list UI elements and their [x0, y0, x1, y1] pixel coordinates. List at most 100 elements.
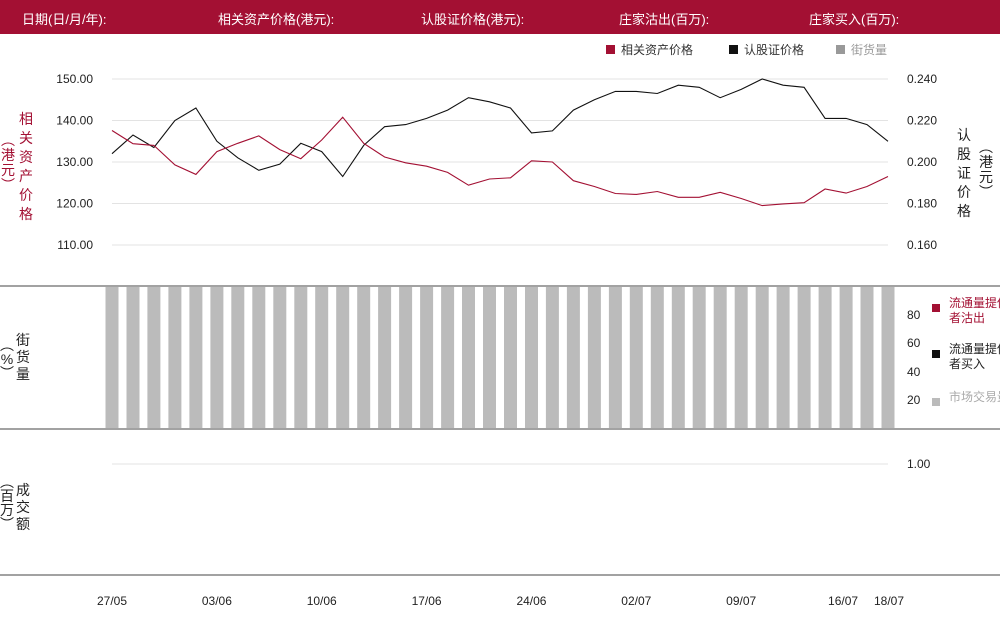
axis-title: ︵% ︶ — [0, 337, 14, 381]
legend-swatch-warrant — [729, 45, 738, 54]
price-gridlines — [112, 78, 888, 246]
x-tick-label: 27/05 — [97, 594, 127, 608]
legend-swatch-market-volume — [836, 45, 845, 54]
volume-legend-label: 流通量提供者买入 — [949, 341, 1000, 371]
market-volume-bar — [126, 287, 140, 428]
market-volume-bar — [336, 287, 350, 428]
right-tick-label: 0.220 — [907, 114, 937, 128]
market-volume-bar — [545, 287, 559, 428]
market-volume-bar — [294, 287, 308, 428]
market-volume-bar — [881, 287, 895, 428]
axis-titles: 相关资产价格 ︵港元︶ 认股证价格 ︵港元︶ 街货量︵% ︶ 成交额︵百万︶ — [0, 111, 993, 532]
volume-legend-swatch — [932, 304, 940, 312]
market-volume-bar — [399, 287, 413, 428]
volume-legend-swatch — [932, 350, 940, 358]
axis-title: 相关资产价格 — [19, 111, 33, 222]
market-volume-bar — [420, 287, 434, 428]
volume-bars — [105, 287, 895, 428]
market-volume-bar — [734, 287, 748, 428]
axis-title: ︵百万︶ — [0, 474, 14, 532]
market-volume-bar — [357, 287, 371, 428]
market-volume-bar — [860, 287, 874, 428]
left-axis-ticks: 150.00 140.00 130.00 120.00 110.00 — [56, 72, 93, 252]
market-volume-bar — [273, 287, 287, 428]
market-volume-bar — [755, 287, 769, 428]
market-volume-bar — [378, 287, 392, 428]
right-tick-label: 0.180 — [907, 197, 937, 211]
market-volume-bar — [231, 287, 245, 428]
turnover-axis-ticks: 1.00 — [907, 457, 931, 471]
x-tick-label: 10/06 — [307, 594, 337, 608]
x-tick-label: 02/07 — [621, 594, 651, 608]
legend-label-underlying: 相关资产价格 — [621, 42, 693, 57]
legend-label-warrant: 认股证价格 — [744, 42, 804, 57]
volume-legend: 流通量提供者沽出流通量提供者买入市场交易量 — [932, 295, 1000, 406]
x-tick-label: 03/06 — [202, 594, 232, 608]
market-volume-bar — [650, 287, 664, 428]
price-lines — [111, 78, 889, 207]
market-volume-bar — [671, 287, 685, 428]
volume-legend-swatch — [932, 398, 940, 406]
axis-title: ︵港元︶ — [1, 132, 15, 193]
left-tick-label: 110.00 — [57, 238, 93, 252]
info-header: 日期(日/月/年): 相关资产价格(港元): 认股证价格(港元): 庄家沽出(百… — [0, 0, 1000, 34]
market-volume-bar — [713, 287, 727, 428]
axis-title: ︵港元︶ — [979, 139, 993, 200]
x-tick-label: 24/06 — [516, 594, 546, 608]
axis-title: 认股证价格 — [957, 127, 971, 219]
market-volume-bar — [441, 287, 455, 428]
left-tick-label: 130.00 — [56, 155, 93, 169]
warrant-price-line — [111, 78, 889, 178]
legend-label-market-volume: 街货量 — [851, 42, 887, 57]
market-volume-bar — [629, 287, 643, 428]
right-tick-label: 0.200 — [907, 155, 937, 169]
market-volume-bar — [587, 287, 601, 428]
legend-swatch-underlying — [606, 45, 615, 54]
market-volume-bar — [839, 287, 853, 428]
market-volume-bar — [797, 287, 811, 428]
x-axis-ticks: 27/05 03/06 10/06 17/06 24/06 02/07 09/07 16/07… — [97, 594, 904, 608]
market-volume-bar — [504, 287, 517, 428]
volume-tick-label: 40 — [907, 365, 921, 379]
header-underlying-price-label: 相关资产价格(港元): — [218, 12, 335, 27]
x-tick-label: 17/06 — [412, 594, 442, 608]
x-tick-label: 16/07 — [828, 594, 858, 608]
market-volume-bar — [566, 287, 580, 428]
right-axis-ticks: 0.240 0.220 0.200 0.180 0.160 — [907, 72, 937, 252]
header-issuer-buy-label: 庄家买入(百万): — [809, 12, 900, 27]
underlying-price-line — [111, 116, 889, 207]
left-tick-label: 140.00 — [56, 114, 93, 128]
left-tick-label: 120.00 — [56, 197, 93, 211]
header-issuer-sell-label: 庄家沽出(百万): — [619, 12, 710, 27]
market-volume-bar — [210, 287, 224, 428]
market-volume-bar — [608, 287, 622, 428]
right-tick-label: 0.240 — [907, 72, 937, 86]
turnover-tick-label: 1.00 — [907, 457, 931, 471]
volume-tick-label: 60 — [907, 336, 921, 350]
axis-title: 街货量 — [16, 332, 30, 382]
header-warrant-price-label: 认股证价格(港元): — [421, 12, 525, 27]
market-volume-bar — [168, 287, 182, 428]
left-tick-label: 150.00 — [56, 72, 93, 86]
market-volume-bar — [252, 287, 266, 428]
x-tick-label: 09/07 — [726, 594, 756, 608]
volume-axis-ticks: 80 60 40 20 — [907, 308, 921, 407]
volume-tick-label: 80 — [907, 308, 921, 322]
market-volume-bar — [525, 287, 538, 428]
market-volume-bar — [189, 287, 203, 428]
header-date-label: 日期(日/月/年): — [22, 12, 107, 27]
market-volume-bar — [147, 287, 161, 428]
x-tick-label: 18/07 — [874, 594, 904, 608]
market-volume-bar — [818, 287, 832, 428]
volume-tick-label: 20 — [907, 393, 921, 407]
market-volume-bar — [776, 287, 790, 428]
right-tick-label: 0.160 — [907, 238, 937, 252]
market-volume-bar — [483, 287, 496, 428]
market-volume-bar — [105, 287, 119, 428]
market-volume-bar — [692, 287, 706, 428]
axis-title: 成交额 — [16, 482, 30, 532]
volume-legend-label: 市场交易量 — [949, 389, 1000, 404]
volume-legend-label: 流通量提供者沽出 — [949, 295, 1000, 325]
top-legend: 相关资产价格 认股证价格 街货量 — [606, 42, 887, 57]
